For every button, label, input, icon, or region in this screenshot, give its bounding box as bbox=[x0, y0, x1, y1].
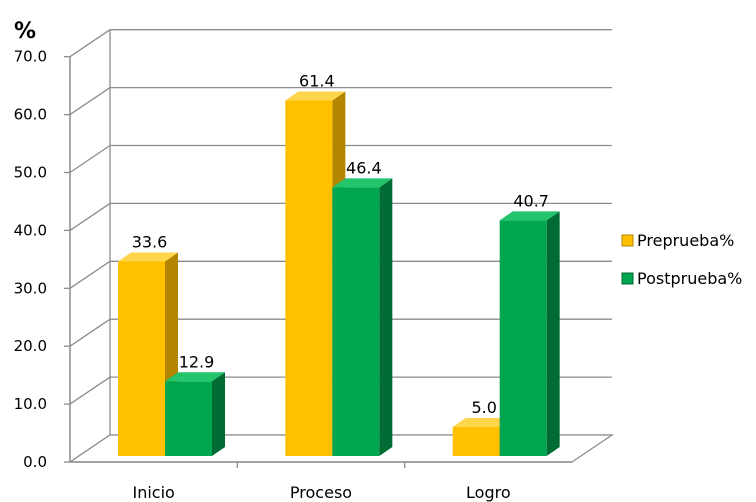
data-labels: 33.6 12.9 61.4 46.4 5.0 40.7 bbox=[132, 71, 549, 417]
x-category-labels: Inicio Proceso Logro bbox=[132, 483, 510, 502]
bar-top bbox=[285, 91, 346, 101]
y-tick-label: 10.0 bbox=[14, 395, 47, 413]
bar bbox=[332, 178, 393, 456]
y-tick-label: 20.0 bbox=[14, 337, 47, 355]
data-label: 46.4 bbox=[346, 158, 382, 177]
bar bbox=[165, 372, 225, 456]
data-label: 12.9 bbox=[179, 352, 215, 371]
gridline-depth bbox=[69, 202, 111, 231]
y-tick-label: 0.0 bbox=[23, 453, 47, 471]
data-label: 5.0 bbox=[471, 398, 496, 417]
bar-top bbox=[499, 211, 560, 221]
bar-front bbox=[499, 220, 547, 456]
gridline-depth bbox=[69, 260, 111, 289]
category-label: Inicio bbox=[132, 483, 174, 502]
category-label: Proceso bbox=[290, 483, 352, 502]
y-tick-labels: 0.0 10.0 20.0 30.0 40.0 50.0 60.0 70.0 bbox=[14, 48, 47, 471]
bar-front bbox=[332, 187, 380, 456]
bar-side bbox=[212, 372, 225, 456]
data-label: 33.6 bbox=[132, 232, 168, 251]
y-tick-label: 50.0 bbox=[14, 164, 47, 182]
legend-item: Preprueba% bbox=[621, 231, 734, 250]
legend-swatch bbox=[621, 272, 634, 285]
bar-top bbox=[452, 418, 513, 428]
gridline-depth bbox=[69, 376, 111, 405]
y-tick-label: 40.0 bbox=[14, 221, 47, 239]
gridline-depth bbox=[69, 318, 111, 347]
data-label: 40.7 bbox=[513, 191, 549, 210]
bar bbox=[499, 211, 560, 456]
y-tick-label: 60.0 bbox=[14, 106, 47, 124]
bar-side bbox=[546, 211, 560, 456]
gridline-depth bbox=[69, 29, 111, 58]
legend-label: Preprueba% bbox=[637, 231, 734, 250]
gridline-depth bbox=[69, 87, 111, 116]
data-label: 61.4 bbox=[299, 71, 335, 90]
bar-top bbox=[118, 252, 178, 262]
y-unit-label: % bbox=[14, 19, 36, 44]
bar-top bbox=[332, 178, 393, 188]
bars bbox=[118, 91, 560, 456]
bar-front bbox=[118, 261, 165, 456]
bar-front bbox=[452, 427, 500, 456]
bar-side bbox=[379, 178, 393, 456]
bar-front bbox=[165, 381, 212, 456]
legend-swatch bbox=[621, 234, 634, 247]
y-tick-label: 70.0 bbox=[14, 48, 47, 66]
legend-item: Postprueba% bbox=[621, 269, 742, 288]
legend: Preprueba% Postprueba% bbox=[621, 231, 742, 288]
bar-front bbox=[285, 100, 333, 456]
y-tick-label: 30.0 bbox=[14, 279, 47, 297]
bar-top bbox=[165, 372, 225, 382]
gridline-depth bbox=[69, 144, 111, 174]
legend-label: Postprueba% bbox=[637, 269, 742, 288]
category-label: Logro bbox=[466, 483, 511, 502]
